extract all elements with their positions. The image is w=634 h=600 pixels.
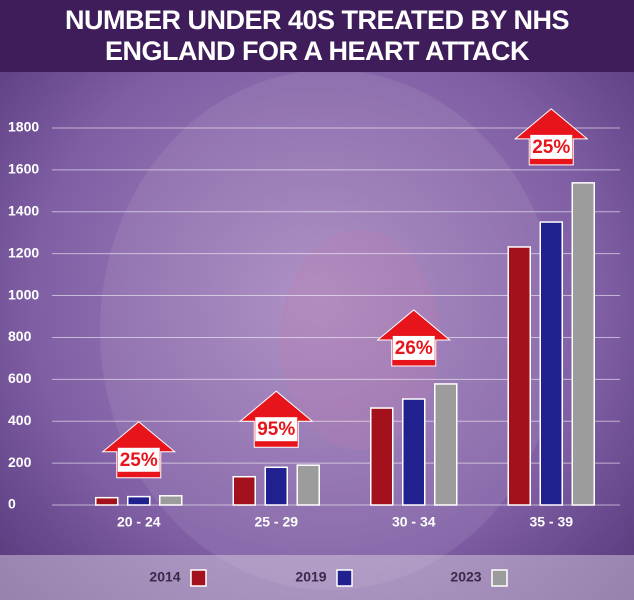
legend-label: 2014 <box>149 569 180 585</box>
legend-band <box>0 555 634 600</box>
legend-swatch <box>336 569 353 587</box>
bar <box>370 407 394 506</box>
y-tick-label: 0 <box>8 496 16 512</box>
annotation-box <box>117 447 160 472</box>
bar <box>539 221 563 506</box>
legend-label: 2019 <box>295 569 326 585</box>
y-tick-label: 1400 <box>8 202 39 218</box>
bar <box>232 475 256 506</box>
bar <box>507 246 531 506</box>
x-tick-label: 30 - 34 <box>392 514 436 530</box>
y-tick-label: 400 <box>8 412 32 428</box>
y-tick-label: 200 <box>8 454 32 470</box>
y-tick-label: 1000 <box>8 286 39 302</box>
title-band <box>0 0 634 72</box>
annotation-label: 25% <box>532 137 570 158</box>
heart-image <box>280 230 440 450</box>
bar <box>571 182 595 506</box>
y-tick-label: 1200 <box>8 244 39 260</box>
annotation-box <box>255 417 298 442</box>
plot-area: 0 200 400 600 800 1000 1200 1400 1600 1800 20 - 24… <box>8 108 620 587</box>
x-tick-label: 25 - 29 <box>254 514 298 530</box>
y-tick-label: 800 <box>8 328 32 344</box>
bar <box>402 398 426 506</box>
bar <box>296 464 320 506</box>
bar <box>434 383 458 506</box>
annotation-label: 95% <box>257 419 295 440</box>
bar <box>159 495 183 506</box>
x-tick-label: 35 - 39 <box>529 514 573 530</box>
legend-swatch <box>190 569 207 587</box>
y-tick-label: 1800 <box>8 119 39 135</box>
annotation-box <box>530 134 573 159</box>
bar <box>95 496 119 506</box>
y-tick-label: 1600 <box>8 161 39 177</box>
legend-swatch <box>491 569 508 587</box>
bar <box>127 495 151 506</box>
y-tick-label: 600 <box>8 370 32 386</box>
annotation-label: 25% <box>120 450 158 471</box>
title-box: NUMBER UNDER 40S TREATED BY NHS ENGLAND … <box>64 5 570 66</box>
annotation-label: 26% <box>395 338 433 359</box>
x-tick-label: 20 - 24 <box>117 514 161 530</box>
bar <box>264 466 288 506</box>
annotation-box <box>392 335 435 360</box>
chart-title: NUMBER UNDER 40S TREATED BY NHS ENGLAND … <box>64 5 570 66</box>
legend-label: 2023 <box>450 569 481 585</box>
